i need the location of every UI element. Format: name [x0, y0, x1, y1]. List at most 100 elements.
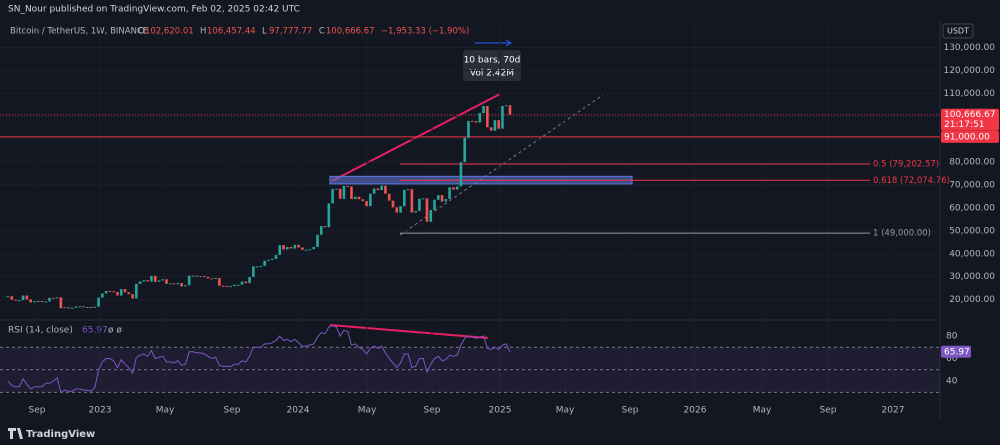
y-tick-label: 30,000.00 [949, 272, 995, 282]
alert-label: 91,000.00 [944, 132, 990, 142]
candle [342, 185, 346, 199]
candle [6, 296, 10, 298]
candle [350, 186, 353, 200]
candle [67, 307, 70, 309]
x-tick-label: 2024 [287, 406, 310, 416]
candle [338, 188, 342, 199]
candle [335, 188, 338, 190]
brand-logo [8, 428, 23, 439]
candle [282, 245, 285, 250]
last-price-label: 100,666.67 [944, 110, 996, 120]
rsi-badge-value: 65.97 [944, 347, 970, 357]
dashed-trend [399, 94, 604, 236]
candle [40, 301, 44, 303]
rsi-legend-value: 65.97 [82, 326, 108, 336]
candle [304, 249, 308, 251]
candle [252, 266, 255, 277]
x-tick-label: 2023 [89, 406, 112, 416]
y-tick-label: 80,000.00 [949, 158, 995, 168]
candle [403, 189, 406, 207]
candle [10, 296, 14, 300]
rsi-tick-label: 60 [946, 354, 958, 364]
candle [55, 297, 59, 299]
candle [229, 286, 232, 288]
currency[interactable]: USDT [947, 27, 969, 36]
candle [319, 226, 323, 235]
candle [448, 187, 451, 200]
candle [301, 247, 304, 250]
x-tick-label: Sep [224, 406, 241, 416]
ohlc-value: 102,620.01 [145, 27, 194, 37]
y-tick-label: 20,000.00 [949, 295, 995, 305]
ohlc-value: 97,777.77 [269, 27, 312, 37]
candle [267, 259, 270, 261]
y-tick-label: 70,000.00 [949, 181, 995, 191]
x-tick-label: Sep [820, 406, 837, 416]
fib-label: 1 (49,000.00) [873, 229, 931, 239]
x-tick-label: Sep [29, 406, 46, 416]
candle [410, 189, 414, 213]
candle [240, 281, 244, 285]
candle [180, 283, 183, 287]
candle [259, 265, 263, 267]
candle [501, 105, 504, 129]
candle [327, 203, 331, 228]
candle [161, 279, 165, 281]
candle [104, 290, 108, 294]
ohlc-value: 106,457.44 [207, 27, 256, 37]
candle [286, 246, 289, 250]
candle [29, 299, 32, 303]
x-tick-label: May [156, 406, 175, 416]
candle [150, 275, 153, 282]
rsi-badge [941, 345, 971, 358]
x-tick-label: 2025 [489, 406, 512, 416]
candle [169, 283, 172, 285]
candle [14, 299, 17, 301]
candle [135, 283, 138, 299]
candle [497, 120, 500, 129]
measure-volume: Vol 2.42M [470, 69, 514, 79]
candle [391, 200, 395, 208]
candle [187, 275, 191, 286]
candle [97, 297, 100, 307]
candle [270, 258, 274, 260]
candle [263, 260, 266, 266]
currency-box[interactable] [942, 23, 974, 39]
candle [478, 113, 482, 123]
y-tick-label: 40,000.00 [949, 249, 995, 259]
candle [74, 306, 78, 308]
ohlc-key: L [262, 27, 267, 37]
candle [157, 280, 161, 282]
candle [202, 276, 206, 278]
candle [365, 201, 368, 207]
candle [433, 199, 436, 211]
candle [459, 162, 463, 187]
candle [361, 199, 365, 202]
candle [70, 307, 74, 309]
candle [274, 254, 278, 259]
rsi-divergence-line [329, 324, 489, 339]
footer [0, 420, 1000, 445]
candle [25, 295, 29, 300]
alert-badge [941, 130, 999, 143]
candle [82, 306, 85, 308]
candle [444, 199, 448, 202]
candle [33, 301, 36, 303]
candle [225, 285, 229, 287]
countdown: 21:17:51 [944, 120, 984, 130]
candle [372, 188, 376, 194]
candle [191, 275, 195, 277]
candle [418, 198, 421, 211]
candle [18, 300, 21, 302]
candle [85, 306, 89, 308]
y-tick-label: 120,000.00 [943, 66, 995, 76]
rsi-tick-label: 40 [946, 377, 958, 387]
candle [425, 198, 429, 222]
candle [244, 281, 248, 284]
candle [504, 105, 508, 107]
x-tick-label: Sep [622, 406, 639, 416]
candle [414, 210, 417, 213]
y-tick-label: 130,000.00 [943, 43, 995, 53]
candle [206, 276, 210, 279]
